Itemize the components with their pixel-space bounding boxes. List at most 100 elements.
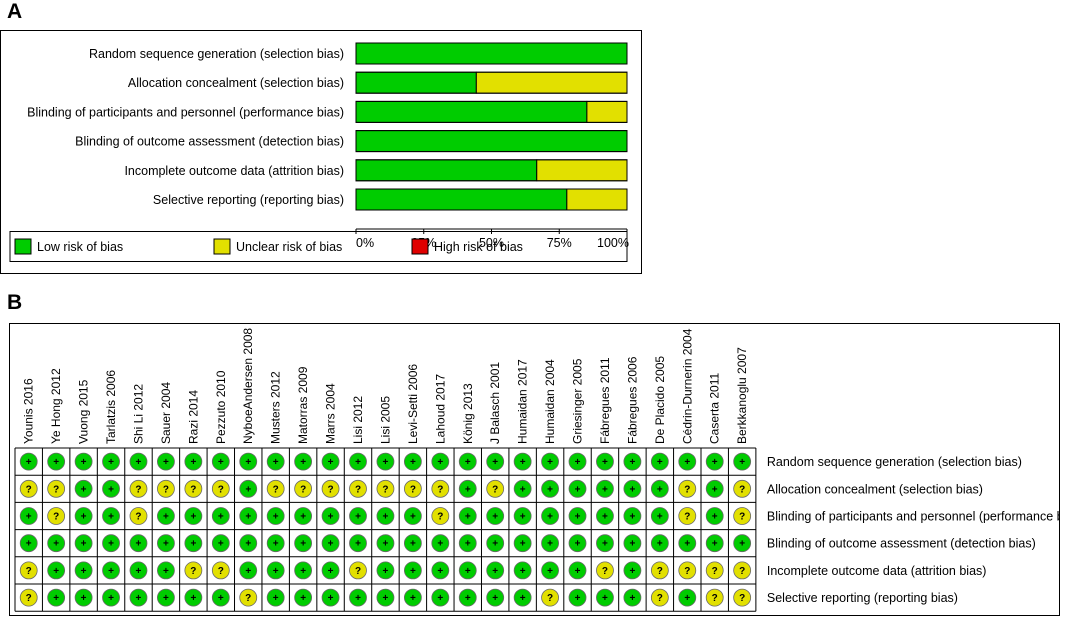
judgement-circle-low [376, 588, 395, 607]
judgement-symbol: + [245, 566, 251, 577]
judgement-symbol: + [53, 566, 59, 577]
judgement-circle-low [74, 507, 93, 525]
judgement-circle-low [541, 561, 559, 580]
judgement-circle-low [623, 561, 642, 580]
bar-segment [536, 159, 628, 182]
judgement-circle-low [157, 452, 175, 471]
judgement-symbol: ? [684, 512, 690, 523]
judgement-circle-low [376, 507, 395, 525]
judgement-symbol: + [547, 512, 553, 523]
judgement-circle-low [239, 534, 258, 553]
judgement-symbol: + [81, 484, 87, 495]
judgement-circle-unclear [678, 479, 697, 498]
bar-outline [355, 71, 628, 94]
study-label: Caserta 2011 [708, 373, 722, 444]
judgement-symbol: + [355, 512, 361, 523]
judgement-symbol: + [712, 484, 718, 495]
judgement-circle-unclear [349, 561, 367, 580]
domain-label: Random sequence generation (selection bi… [767, 455, 1022, 469]
judgement-symbol: + [684, 539, 690, 550]
judgement-circle-low [733, 452, 752, 471]
risk-of-bias-grid: Younis 2016 Ye Hong 2012 Vuong 2015 Tarlatz… [14, 328, 1065, 612]
legend-swatch-unclear [213, 238, 231, 255]
bar-segment [566, 188, 628, 211]
judgement-circle-low [74, 588, 93, 607]
judgement-circle-low [403, 452, 422, 471]
judgement-circle-unclear [47, 479, 66, 498]
judgement-circle-low [321, 507, 340, 525]
judgement-circle-low [623, 452, 642, 471]
judgement-symbol: + [328, 457, 334, 468]
judgement-symbol: + [245, 539, 251, 550]
judgement-circle-low [19, 507, 38, 525]
judgement-symbol: + [163, 457, 169, 468]
judgement-circle-low [239, 507, 258, 525]
judgement-circle-unclear [294, 479, 313, 498]
x-tick-label: 75% [547, 236, 572, 250]
study-label: Razi 2014 [186, 390, 200, 444]
judgement-circle-unclear [211, 479, 230, 498]
judgement-symbol: + [684, 593, 690, 604]
judgement-symbol: + [465, 512, 471, 523]
judgement-circle-low [458, 588, 477, 607]
judgement-symbol: + [520, 539, 526, 550]
judgement-symbol: + [136, 457, 142, 468]
judgement-circle-unclear [733, 561, 752, 580]
judgement-circle-low [239, 561, 258, 580]
judgement-circle-unclear [211, 561, 230, 580]
judgement-circle-low [129, 588, 148, 607]
judgement-symbol: + [520, 512, 526, 523]
bar-segment [586, 100, 628, 123]
judgement-circle-low [211, 534, 230, 553]
judgement-circle-low [294, 507, 313, 525]
judgement-symbol: ? [739, 512, 745, 523]
judgement-circle-low [184, 588, 203, 607]
judgement-circle-unclear [678, 561, 697, 580]
judgement-circle-unclear [733, 479, 752, 498]
judgement-circle-low [266, 534, 285, 553]
judgement-symbol: + [410, 512, 416, 523]
bar-segment [475, 71, 628, 94]
judgement-circle-low [458, 479, 477, 498]
judgement-symbol: + [108, 593, 114, 604]
judgement-circle-low [211, 588, 230, 607]
judgement-symbol: + [383, 566, 389, 577]
judgement-circle-low [294, 534, 313, 553]
judgement-circle-low [623, 479, 642, 498]
judgement-circle-low [650, 452, 669, 471]
judgement-circle-low [733, 534, 752, 553]
judgement-symbol: + [465, 566, 471, 577]
judgement-symbol: + [712, 512, 718, 523]
bar-category-label: Random sequence generation (selection bi… [89, 47, 344, 61]
judgement-circle-unclear [129, 507, 148, 525]
judgement-symbol: ? [547, 593, 553, 604]
judgement-circle-low [650, 507, 669, 525]
judgement-circle-unclear [596, 561, 614, 580]
judgement-circle-low [294, 588, 313, 607]
bar-segment [355, 100, 588, 123]
judgement-symbol: + [492, 566, 498, 577]
x-tick-label: 0% [356, 236, 374, 250]
judgement-circle-low [541, 479, 559, 498]
judgement-circle-low [102, 507, 120, 525]
judgement-circle-low [568, 452, 587, 471]
judgement-symbol: ? [712, 593, 718, 604]
judgement-symbol: + [657, 484, 663, 495]
judgement-symbol: + [492, 539, 498, 550]
judgement-symbol: + [684, 457, 690, 468]
judgement-symbol: + [383, 539, 389, 550]
judgement-symbol: + [437, 457, 443, 468]
judgement-symbol: ? [684, 484, 690, 495]
judgement-circle-low [596, 452, 614, 471]
judgement-circle-unclear [129, 479, 148, 498]
judgement-circle-low [157, 561, 175, 580]
domain-label: Selective reporting (reporting bias) [767, 591, 958, 605]
judgement-symbol: + [602, 539, 608, 550]
judgement-circle-low [650, 534, 669, 553]
judgement-symbol: + [136, 539, 142, 550]
judgement-circle-low [458, 561, 477, 580]
judgement-symbol: + [712, 539, 718, 550]
judgement-circle-unclear [678, 507, 697, 525]
judgement-circle-unclear [486, 479, 505, 498]
judgement-symbol: + [410, 566, 416, 577]
